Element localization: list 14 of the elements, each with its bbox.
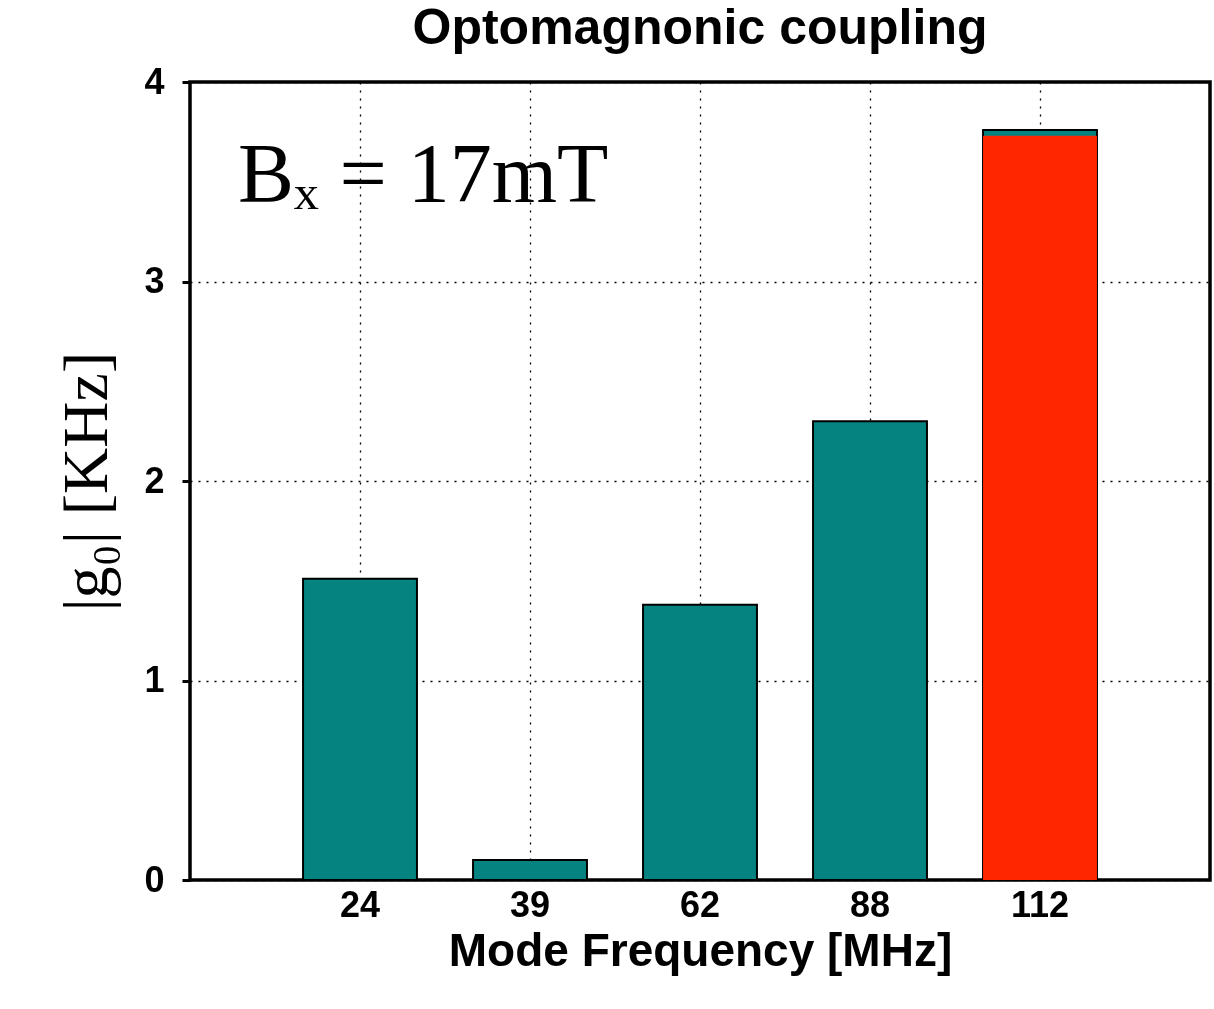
y-tick-label: 4 xyxy=(144,60,165,102)
x-tick-label: 24 xyxy=(339,883,381,925)
y-tick-label: 0 xyxy=(144,858,165,900)
x-tick-label: 39 xyxy=(509,883,551,925)
y-tick-label: 3 xyxy=(144,260,165,301)
x-tick-label: 88 xyxy=(849,883,891,925)
annotation: Bₓ = 17mT xyxy=(238,127,609,220)
y-tick-label: 1 xyxy=(144,659,165,700)
x-tick-label: 112 xyxy=(1010,883,1070,925)
x-tick-label: 62 xyxy=(679,883,721,925)
chart-title: Optomagnonic coupling xyxy=(412,0,988,55)
y-tick-label: 2 xyxy=(144,459,165,501)
y-axis-title: |g₀| [KHz] xyxy=(50,351,122,612)
x-axis-title: Mode Frequency [MHz] xyxy=(448,923,953,976)
